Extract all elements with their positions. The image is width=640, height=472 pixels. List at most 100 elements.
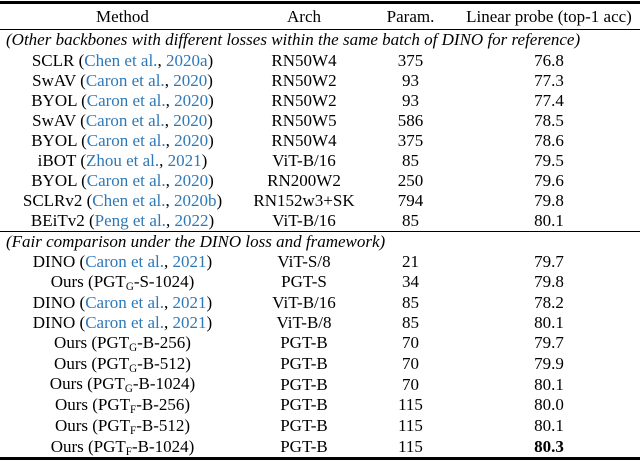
section-header-row: (Other backbones with different losses w… (0, 30, 640, 51)
acc-cell: 79.9 (534, 353, 564, 373)
method-text: , (164, 292, 173, 312)
citation-link[interactable]: 2021 (167, 150, 202, 170)
col-header-param: Param. (386, 6, 435, 26)
citation-link[interactable]: Zhou et al. (85, 150, 160, 170)
param-cell: 375 (397, 50, 424, 70)
method-text: DINO ( (32, 252, 86, 271)
method-cell: Ours (PGTG-B-512) (0, 354, 245, 375)
method-cell: Ours (PGTG-B-1024) (0, 374, 245, 395)
method-cell: Ours (PGTF-B-256) (0, 395, 245, 416)
citation-link[interactable]: Caron et al. (85, 110, 165, 130)
arch-cell: RN50W5 (271, 110, 337, 130)
citation-link[interactable]: Caron et al. (85, 312, 165, 332)
citation-link[interactable]: 2021 (172, 312, 207, 332)
method-text: Ours (PGT (54, 353, 130, 373)
method-cell: DINO (Caron et al., 2021) (0, 293, 245, 313)
arch-cell: ViT-B/16 (272, 292, 336, 312)
citation-link[interactable]: 2020b (173, 190, 217, 210)
citation-link[interactable]: 2020a (165, 50, 208, 70)
citation-link[interactable]: 2022 (174, 210, 209, 230)
method-text: ) (206, 252, 213, 271)
method-subscript: F (130, 403, 137, 416)
method-text: , (165, 170, 175, 190)
citation-link[interactable]: 2020 (174, 170, 209, 190)
param-cell: 85 (402, 210, 419, 230)
method-subscript: G (124, 383, 133, 395)
param-cell: 250 (397, 170, 424, 190)
method-text: SCLR ( (31, 50, 85, 70)
citation-link[interactable]: 2020 (173, 110, 208, 130)
acc-cell: 78.5 (534, 110, 564, 130)
citation-link[interactable]: Peng et al. (94, 210, 166, 230)
acc-cell: 80.1 (534, 312, 564, 332)
method-text: ) (207, 110, 213, 130)
arch-cell: PGT-B (280, 333, 328, 353)
arch-cell: PGT-B (280, 416, 328, 436)
method-text: SwAV ( (32, 110, 86, 130)
citation-link[interactable]: 2020 (174, 130, 209, 150)
citation-link[interactable]: Caron et al. (86, 170, 166, 190)
citation-link[interactable]: Caron et al. (85, 292, 165, 312)
method-cell: Ours (PGTF-B-1024) (0, 437, 245, 459)
method-text: -B-512) (137, 353, 191, 373)
table-row: Ours (PGTF-B-1024) PGT-B 115 80.3 (0, 437, 640, 459)
acc-cell: 79.7 (534, 333, 564, 353)
param-cell: 70 (402, 374, 419, 394)
table-body: (Other backbones with different losses w… (0, 30, 640, 459)
method-text: , (164, 110, 174, 130)
table-row: Ours (PGTF-B-256) PGT-B 115 80.0 (0, 395, 640, 416)
method-text: ) (208, 90, 214, 110)
method-text: Ours (PGT (50, 272, 126, 291)
table-row: Ours (PGTG-B-256) PGT-B 70 79.7 (0, 333, 640, 354)
method-subscript: G (129, 341, 138, 354)
param-cell: 93 (402, 90, 419, 110)
method-cell: SCLRv2 (Chen et al., 2020b) (0, 191, 245, 211)
table-row: Ours (PGTF-B-512) PGT-B 115 80.1 (0, 416, 640, 437)
method-text: ) (206, 312, 213, 332)
param-cell: 85 (402, 292, 419, 312)
method-text: iBOT ( (37, 150, 86, 170)
method-text: , (165, 190, 174, 210)
acc-cell: 77.3 (534, 70, 564, 90)
citation-link[interactable]: 2020 (174, 90, 209, 110)
table-row: Ours (PGTG-B-1024) PGT-B 70 80.1 (0, 374, 640, 395)
citation-link[interactable]: 2021 (172, 252, 207, 271)
method-text: Ours (PGT (54, 415, 131, 435)
method-cell: Ours (PGTG-S-1024) (0, 272, 245, 293)
method-text: -B-256) (137, 332, 191, 352)
citation-link[interactable]: Caron et al. (85, 70, 165, 90)
acc-cell: 80.1 (534, 210, 564, 230)
citation-link[interactable]: Caron et al. (86, 130, 166, 150)
param-cell: 115 (398, 395, 423, 415)
method-text: ) (216, 190, 223, 210)
section-title: (Fair comparison under the DINO loss and… (6, 231, 386, 251)
citation-link[interactable]: 2021 (172, 292, 207, 312)
method-cell: DINO (Caron et al., 2021) (0, 313, 245, 333)
citation-link[interactable]: Chen et al. (84, 50, 158, 70)
citation-link[interactable]: Caron et al. (85, 252, 165, 271)
arch-cell: ViT-B/8 (276, 312, 332, 332)
arch-cell: ViT-B/16 (272, 210, 336, 230)
method-cell: BYOL (Caron et al., 2020) (0, 131, 245, 151)
acc-cell: 80.0 (534, 395, 564, 415)
method-text: , (164, 70, 174, 90)
results-table: Method Arch Param. Linear probe (top-1 a… (0, 1, 640, 461)
method-text: , (164, 312, 173, 332)
acc-cell: 80.1 (534, 374, 564, 394)
table-row: SCLRv2 (Chen et al., 2020b) RN152w3+SK 794… (0, 191, 640, 211)
arch-cell: PGT-B (280, 353, 328, 373)
arch-cell: PGT-B (280, 436, 328, 456)
citation-link[interactable]: Caron et al. (86, 90, 166, 110)
table-row: Ours (PGTG-B-512) PGT-B 70 79.9 (0, 354, 640, 375)
param-cell: 85 (402, 312, 419, 332)
method-text: -B-512) (136, 415, 191, 435)
param-cell: 85 (402, 150, 419, 170)
method-text: BYOL ( (31, 170, 87, 190)
citation-link[interactable]: 2020 (173, 70, 208, 90)
table-row: SwAV (Caron et al., 2020) RN50W2 93 77.3 (0, 71, 640, 91)
citation-link[interactable]: Chen et al. (92, 190, 166, 210)
arch-cell: RN50W4 (271, 130, 337, 150)
acc-cell: 80.3 (534, 436, 564, 456)
method-cell: BEiTv2 (Peng et al., 2022) (0, 211, 245, 232)
method-text: BEiTv2 ( (30, 210, 95, 230)
